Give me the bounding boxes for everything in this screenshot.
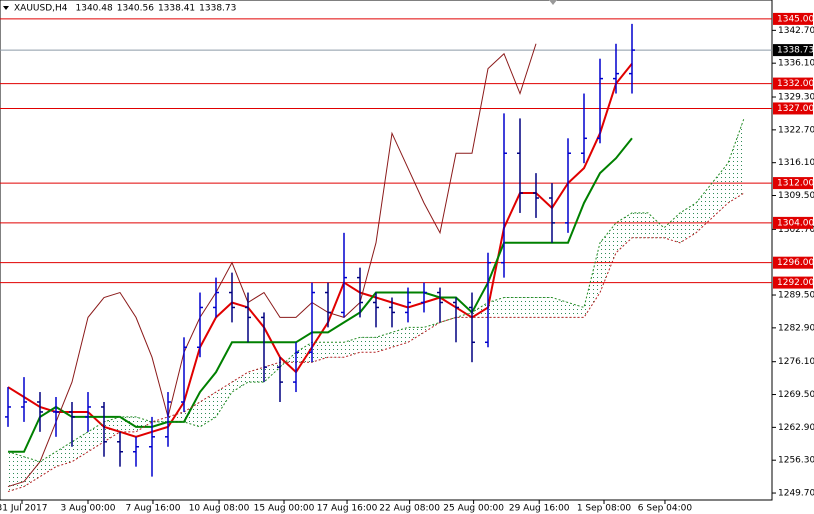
level-label: 1304.00: [777, 218, 814, 228]
indicator-line: [7, 63, 633, 438]
y-tick-label: 1249.70: [778, 489, 814, 499]
level-label-box: [773, 77, 813, 90]
x-tick-label: 17 Aug 16:00: [317, 504, 378, 514]
level-label-box: [773, 12, 813, 25]
y-tick-label: 1289.50: [778, 291, 814, 301]
shift-marker: [549, 0, 557, 5]
level-label-box: [773, 177, 813, 190]
y-tick-label: 1282.90: [778, 323, 814, 333]
indicator-line: [7, 118, 745, 463]
level-label: 1292.00: [777, 278, 814, 288]
level-label-box: [773, 216, 813, 229]
y-tick-label: 1276.10: [778, 357, 814, 367]
y-tick-label: 1342.70: [778, 26, 814, 36]
x-tick-label: 7 Aug 16:00: [125, 504, 180, 514]
level-label: 1312.00: [777, 179, 814, 189]
y-tick-label: 1269.50: [778, 390, 814, 400]
header-value: 1340.48: [76, 4, 113, 14]
level-label: 1332.00: [777, 79, 814, 89]
level-label: 1345.00: [777, 14, 814, 24]
level-label-box: [773, 102, 813, 115]
x-tick-label: 29 Aug 16:00: [509, 504, 570, 514]
x-tick-label: 22 Aug 08:00: [379, 504, 440, 514]
x-tick-label: 10 Aug 08:00: [189, 504, 250, 514]
header-value: 1340.56: [117, 4, 154, 14]
y-tick-label: 1256.30: [778, 456, 814, 466]
x-tick-label: 25 Aug 00:00: [443, 504, 504, 514]
indicator-line: [7, 43, 537, 488]
current-price-box: [773, 44, 813, 57]
cloud-fill: [8, 118, 744, 492]
header-value: 1338.41: [158, 4, 195, 14]
y-tick-label: 1302.70: [778, 225, 814, 235]
menu-arrow: [3, 6, 9, 10]
y-tick-label: 1316.10: [778, 158, 814, 168]
indicator-line: [8, 137, 633, 453]
level-label: 1296.00: [777, 258, 814, 268]
y-tick-label: 1262.90: [778, 423, 814, 433]
x-tick-label: 3 Aug 00:00: [61, 504, 116, 514]
y-tick-label: 1336.10: [778, 59, 814, 69]
x-tick-label: 15 Aug 00:00: [254, 504, 315, 514]
x-tick-label: 1 Sep 08:00: [577, 504, 632, 514]
level-label-box: [773, 276, 813, 289]
level-label: 1327.00: [777, 104, 814, 114]
y-tick-label: 1322.70: [778, 125, 814, 135]
x-tick-label: 6 Sep 04:00: [638, 504, 693, 514]
x-tick-label: 31 Jul 2017: [0, 504, 47, 514]
symbol: XAUUSD,H4: [14, 4, 68, 14]
current-price-label: 1338.73: [777, 46, 814, 56]
header-value: 1338.73: [199, 4, 236, 14]
level-label-box: [773, 256, 813, 269]
y-tick-label: 1309.50: [778, 191, 814, 201]
y-tick-label: 1329.30: [778, 93, 814, 103]
